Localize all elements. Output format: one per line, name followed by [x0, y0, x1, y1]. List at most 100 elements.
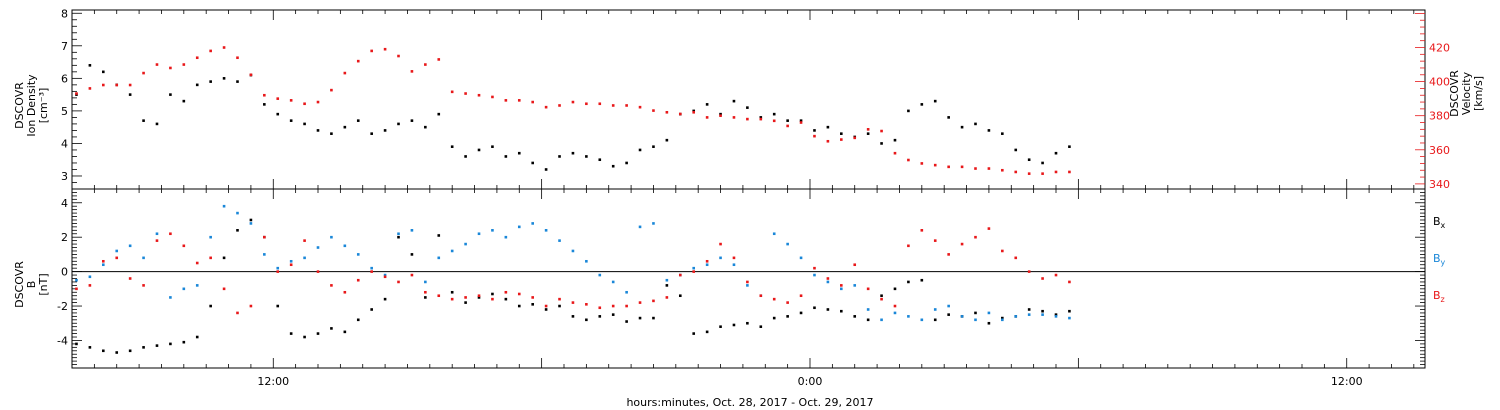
bz-point: [826, 277, 830, 280]
velocity-point: [491, 95, 494, 99]
bx-point: [678, 294, 682, 298]
bx-point: [558, 304, 561, 308]
bz-point: [155, 239, 159, 242]
by-point: [893, 311, 897, 315]
x-axis-title: hours:minutes, Oct. 28, 2017 - Oct. 29, …: [626, 396, 873, 409]
bx-point: [102, 349, 105, 353]
x-tick-label: 12:00: [1331, 375, 1363, 388]
bz-point: [558, 297, 561, 301]
velocity-point: [88, 87, 92, 90]
density-point: [182, 99, 186, 103]
by-point: [880, 318, 883, 322]
bx-point: [450, 290, 454, 294]
bz-point: [933, 239, 937, 242]
density-point: [102, 70, 105, 74]
by-point: [303, 256, 306, 260]
density-point: [598, 158, 602, 162]
velocity-point: [826, 139, 830, 143]
bz-point: [249, 304, 253, 308]
velocity-point: [987, 167, 991, 170]
density-point: [625, 161, 628, 165]
bz-point: [491, 297, 494, 301]
density-point: [880, 142, 883, 145]
density-point: [611, 164, 615, 168]
velocity-point: [772, 119, 776, 123]
bz-point: [437, 294, 441, 298]
by-point: [611, 280, 615, 284]
velocity-point: [678, 112, 682, 116]
density-point: [826, 125, 830, 129]
velocity-point: [625, 104, 628, 107]
by-point: [236, 211, 239, 215]
bx-point: [491, 292, 494, 296]
density-point: [330, 132, 333, 135]
bx-point: [611, 313, 615, 316]
bx-point: [128, 349, 132, 353]
bx-point: [424, 296, 427, 299]
y-axis-title-b-line: [nT]: [37, 273, 50, 295]
velocity-point: [1041, 172, 1044, 175]
by-point: [1014, 315, 1018, 318]
bz-point: [370, 270, 373, 273]
bz-point: [477, 294, 481, 298]
velocity-point: [732, 116, 736, 119]
bx-point: [504, 297, 508, 301]
by-point: [182, 287, 186, 291]
density-point: [531, 161, 534, 165]
by-point: [356, 253, 360, 256]
bx-point: [692, 332, 696, 335]
velocity-point: [611, 104, 615, 107]
bz-point: [732, 256, 736, 260]
density-point: [732, 99, 736, 103]
velocity-point: [128, 83, 132, 87]
density-point: [1068, 145, 1071, 148]
density-point: [316, 129, 320, 132]
bx-point: [826, 308, 830, 311]
bx-point: [732, 323, 736, 327]
y-axis-title-density: DSCOVRIon Density[cm⁻³]: [13, 74, 50, 137]
density-point: [759, 116, 763, 119]
y-tick-label-velocity: 360: [1429, 144, 1450, 157]
by-point: [558, 239, 561, 242]
velocity-point: [464, 92, 467, 95]
bz-point: [611, 304, 615, 308]
velocity-point: [263, 93, 266, 97]
density-point: [356, 119, 360, 122]
bx-point: [1027, 308, 1031, 311]
density-point: [410, 119, 414, 122]
density-point: [799, 119, 803, 122]
bz-point: [222, 287, 226, 291]
by-point: [504, 235, 508, 239]
bx-point: [1041, 309, 1044, 313]
velocity-point: [1027, 172, 1031, 175]
velocity-point: [571, 100, 575, 104]
y-axis-title-b-line: DSCOVR: [13, 261, 26, 308]
velocity-point: [813, 134, 816, 138]
velocity-point: [719, 114, 722, 117]
bz-point: [424, 290, 427, 294]
bx-point: [585, 318, 588, 322]
by-point: [249, 222, 253, 225]
bx-point: [531, 303, 534, 306]
bx-point: [182, 340, 186, 344]
density-point: [303, 122, 306, 126]
bx-point: [544, 308, 548, 311]
bx-point: [410, 253, 414, 256]
by-point: [813, 273, 816, 277]
bx-point: [786, 315, 789, 318]
bx-point: [195, 335, 199, 339]
density-point: [719, 112, 722, 116]
bx-point: [746, 321, 749, 325]
by-point: [799, 256, 803, 260]
bx-point: [987, 321, 991, 325]
by-point: [960, 315, 964, 318]
velocity-point: [115, 83, 119, 87]
y-tick-label-density: 8: [61, 7, 68, 20]
bx-point: [947, 313, 950, 316]
bz-point: [866, 287, 870, 291]
density-point: [974, 122, 977, 126]
density-point: [155, 122, 159, 126]
by-point: [424, 280, 427, 284]
velocity-point: [1068, 170, 1071, 174]
